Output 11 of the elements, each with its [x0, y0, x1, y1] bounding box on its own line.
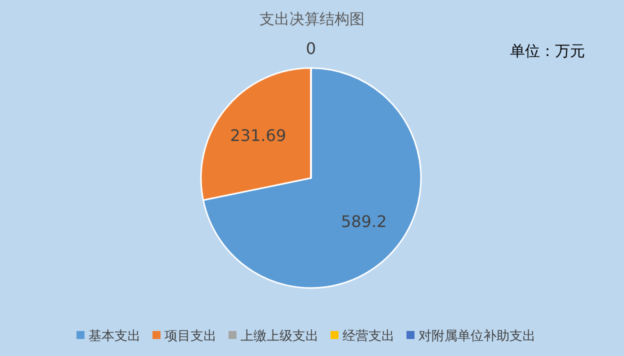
- text: 单位：万元: [510, 42, 585, 60]
- legend-label: 经营支出: [342, 329, 394, 344]
- chart-title: 支出决算结构图: [260, 10, 364, 28]
- text: 0: [306, 39, 316, 58]
- legend-label: 对附属单位补助支出: [418, 329, 536, 344]
- legend-label: 项目支出: [164, 329, 216, 344]
- pie-slice: [200, 67, 312, 201]
- legend-label: 上缴上级支出: [240, 329, 318, 344]
- data-label: 231.69: [230, 126, 286, 145]
- legend-label: 基本支出: [88, 329, 140, 344]
- data-label: 589.2: [340, 212, 387, 232]
